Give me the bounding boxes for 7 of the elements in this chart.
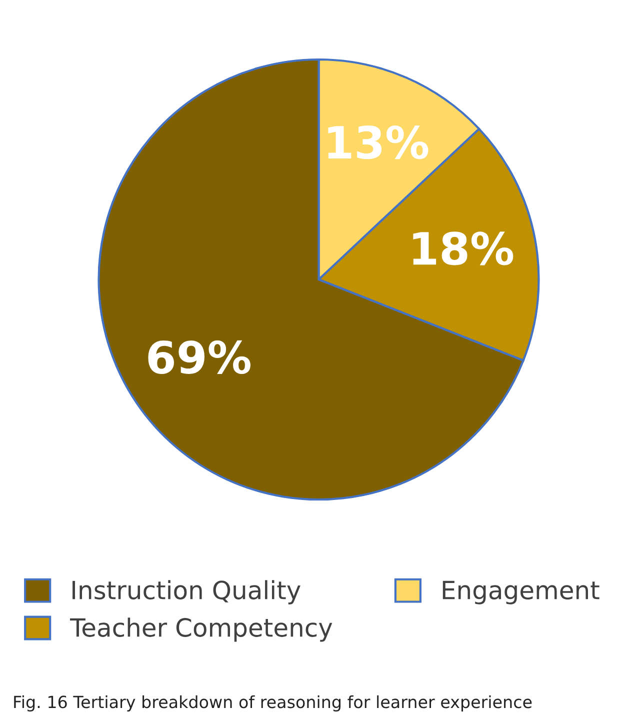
data-label: 13% bbox=[328, 126, 428, 160]
legend-label: Engagement bbox=[442, 580, 600, 604]
legend-label: Teacher Competency bbox=[70, 618, 332, 642]
caption: Fig. 16 Tertiary breakdown of reasoning for learner experience bbox=[14, 695, 532, 712]
data-label: 69% bbox=[148, 340, 250, 374]
data-label: 18% bbox=[413, 232, 514, 266]
legend-label: Instruction Quality bbox=[72, 580, 300, 604]
